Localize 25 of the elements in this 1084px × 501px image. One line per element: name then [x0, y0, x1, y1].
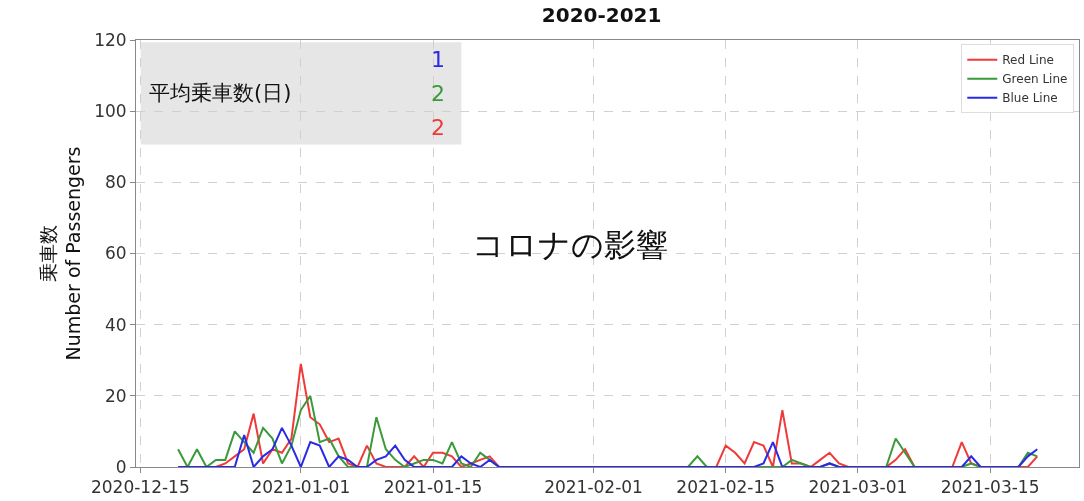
y-tick-label: 0: [115, 456, 127, 477]
x-tick-label: 2021-03-15: [940, 477, 1040, 498]
y-tick-label: 40: [104, 314, 127, 335]
y-tick-label: 80: [104, 172, 127, 193]
legend-label: Green Line: [1002, 72, 1068, 87]
legend-label: Red Line: [1002, 53, 1054, 68]
chart-title: 2020-2021: [541, 2, 662, 27]
annotation: コロナの影響: [472, 226, 668, 264]
annotation: 2: [431, 115, 445, 140]
x-tick-label: 2021-03-01: [808, 477, 908, 498]
y-axis-title: 乗車数 Number of Passengers: [37, 146, 84, 361]
x-tick-label: 2021-01-15: [383, 477, 483, 498]
annotation: 2: [431, 81, 445, 106]
legend-label: Blue Line: [1002, 91, 1058, 106]
annotation: 平均乗車数(日): [149, 81, 292, 105]
x-tick-label: 2021-02-01: [544, 477, 643, 498]
annotation: 1: [431, 47, 445, 72]
x-tick-label: 2021-02-15: [676, 477, 776, 498]
x-tick-label: 2021-01-01: [251, 477, 351, 498]
y-tick-label: 120: [94, 29, 127, 50]
y-tick-label: 20: [104, 385, 127, 406]
y-tick-label: 60: [104, 243, 127, 264]
y-tick-label: 100: [94, 101, 127, 122]
line-series: [177, 426, 1039, 467]
x-tick-label: 2020-12-15: [90, 477, 190, 498]
